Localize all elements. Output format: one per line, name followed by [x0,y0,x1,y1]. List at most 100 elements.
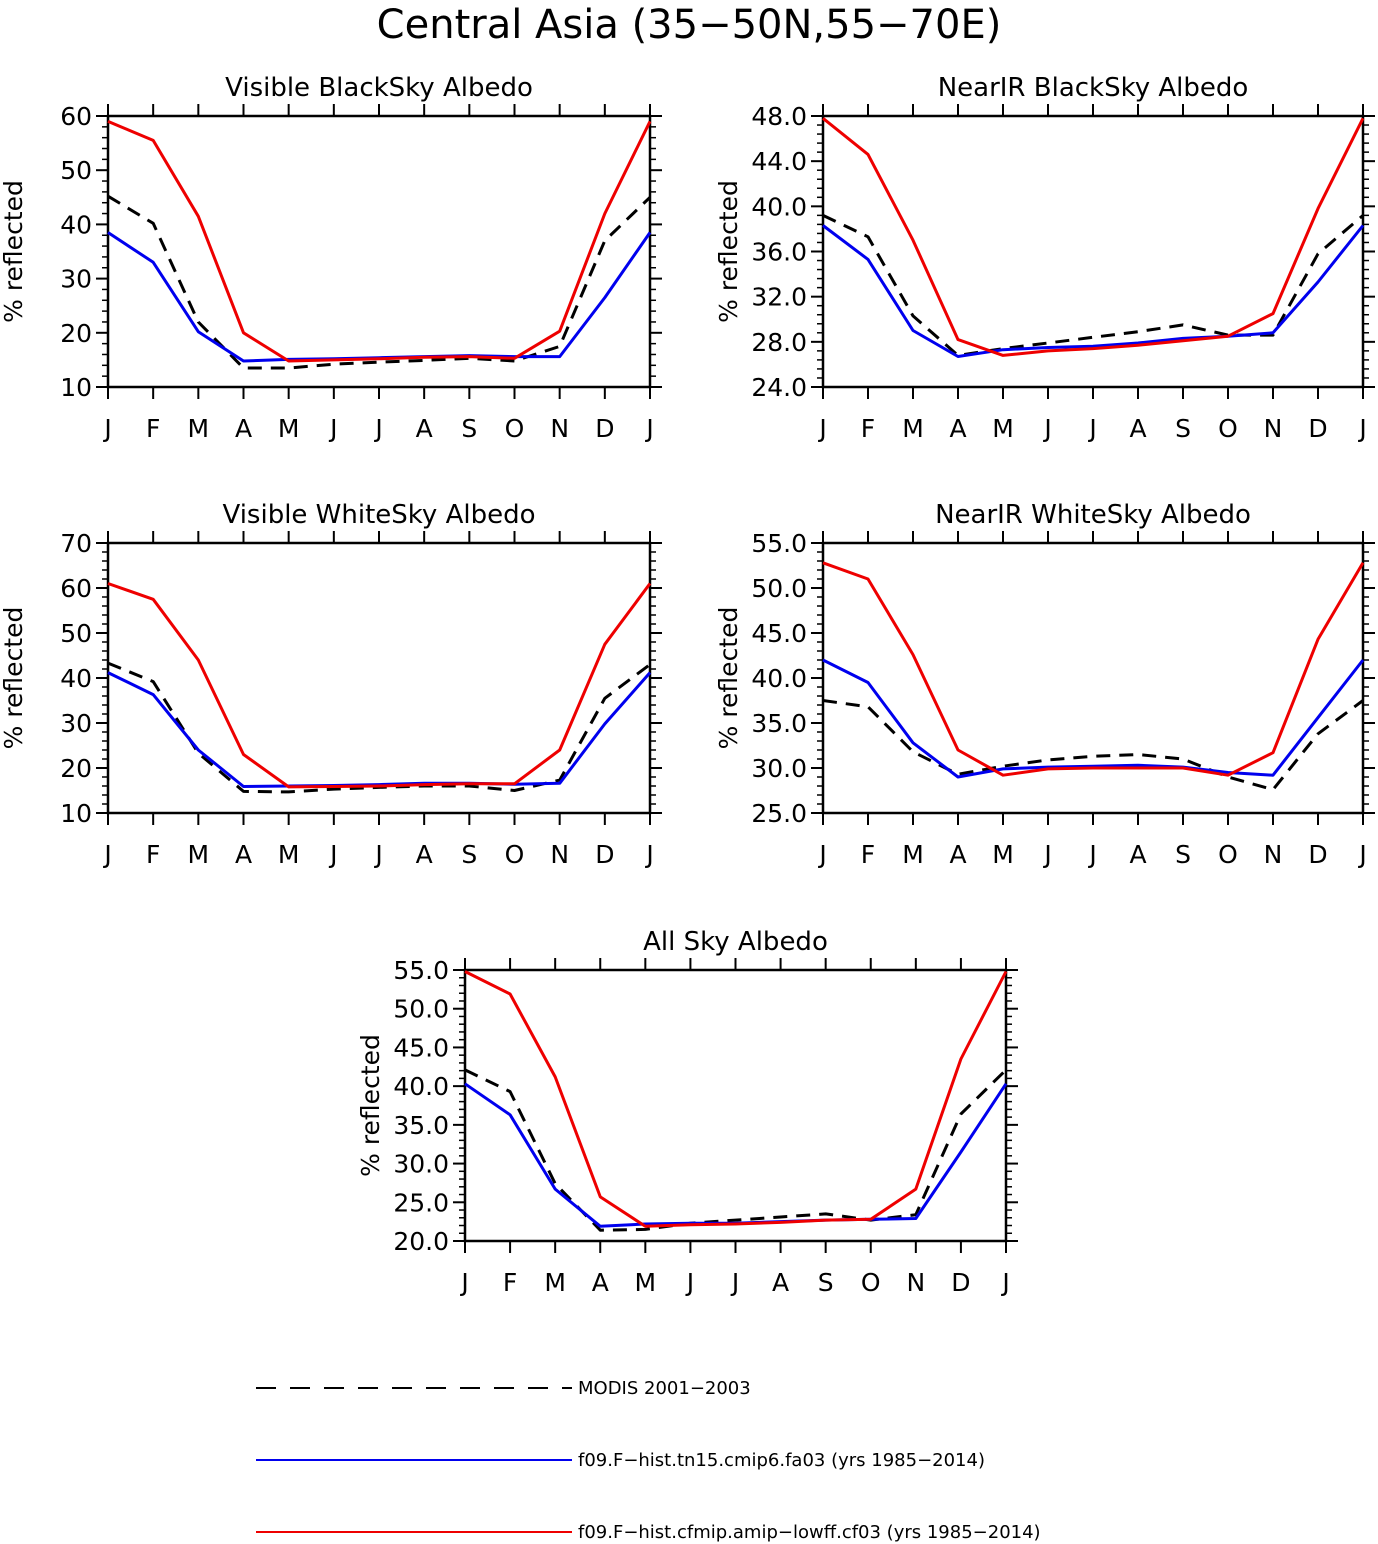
y-tick-label: 60 [60,102,92,131]
x-tick-label: F [861,840,875,869]
x-tick-label: A [949,840,966,869]
panel-title: Visible WhiteSky Albedo [222,500,535,530]
y-axis-label: % reflected [0,180,28,323]
x-tick-label: J [1087,414,1096,443]
panel-title: NearIR BlackSky Albedo [938,73,1249,103]
x-tick-label: O [1218,840,1238,869]
y-tick-label: 20 [60,319,92,348]
x-tick-label: M [544,1268,566,1297]
x-tick-label: S [1175,414,1191,443]
x-tick-label: A [1129,840,1146,869]
x-tick-label: A [235,414,252,443]
chart-panels: Visible BlackSky Albedo % reflected 10 20 30… [0,73,1375,1297]
x-tick-label: M [278,414,300,443]
x-tick-label: F [146,840,160,869]
x-tick-label: O [505,840,525,869]
y-tick-label: 50.0 [751,574,807,603]
series-line-cf03 [464,970,1008,1228]
x-tick-label: J [102,414,111,443]
x-tick-label: S [818,1268,834,1297]
legend-label: MODIS 2001−2003 [578,1378,751,1399]
y-tick-label: 55.0 [393,956,449,985]
x-tick-label: A [235,840,252,869]
legend-label: f09.F−hist.tn15.cmip6.fa03 (yrs 1985−201… [578,1450,985,1471]
y-tick-label: 40 [60,664,92,693]
x-tick-label: S [461,414,477,443]
x-tick-label: N [550,840,569,869]
y-tick-label: 55.0 [751,529,807,558]
x-tick-label: N [550,414,569,443]
series-line-fa03 [822,658,1365,779]
y-tick-label: 60 [60,574,92,603]
series-line-modis [464,1068,1008,1232]
chart-panel: NearIR WhiteSky Albedo % reflected 25.0 30.… [714,500,1375,869]
x-tick-label: M [278,840,300,869]
series-line-fa03 [107,231,652,363]
chart-panel: Visible BlackSky Albedo % reflected 10 20 30… [0,73,662,443]
chart-panel: NearIR BlackSky Albedo % reflected 24.0 28.… [714,73,1375,443]
y-tick-label: 30 [60,265,92,294]
panel-title: Visible BlackSky Albedo [225,73,533,103]
y-tick-label: 40 [60,210,92,239]
y-tick-label: 20 [60,754,92,783]
y-tick-label: 45.0 [751,619,807,648]
x-tick-label: M [635,1268,657,1297]
y-tick-label: 50 [60,619,92,648]
x-tick-label: J [1000,1268,1009,1297]
y-tick-label: 10 [60,373,92,402]
x-tick-label: A [416,840,433,869]
y-tick-label: 40.0 [751,192,807,221]
y-tick-label: 35.0 [751,709,807,738]
plot-frame [821,541,1365,815]
y-tick-label: 36.0 [751,238,807,267]
y-tick-label: 20.0 [393,1227,449,1256]
y-tick-label: 30 [60,709,92,738]
x-tick-label: D [595,414,614,443]
series-line-cf03 [107,120,652,363]
x-tick-label: D [951,1268,970,1297]
x-tick-label: J [730,1268,739,1297]
x-tick-label: F [861,414,875,443]
x-tick-label: D [1308,840,1327,869]
x-tick-label: F [503,1268,517,1297]
x-tick-label: J [817,840,826,869]
legend-item: f09.F−hist.tn15.cmip6.fa03 (yrs 1985−201… [256,1450,985,1471]
x-tick-label: M [902,840,924,869]
x-tick-label: O [861,1268,881,1297]
y-tick-label: 40.0 [393,1072,449,1101]
y-tick-label: 28.0 [751,328,807,357]
series-line-modis [822,699,1364,792]
x-tick-label: J [459,1268,468,1297]
y-axis-label: % reflected [356,1034,385,1177]
y-tick-label: 50 [60,156,92,185]
x-tick-label: J [328,840,337,869]
x-tick-label: A [1129,414,1146,443]
x-tick-label: J [328,414,337,443]
y-tick-label: 25.0 [751,799,807,828]
x-tick-label: N [1264,840,1283,869]
y-tick-label: 10 [60,799,92,828]
series-line-cf03 [107,582,652,789]
x-tick-label: M [902,414,924,443]
x-tick-label: J [1357,414,1366,443]
y-tick-label: 32.0 [751,283,807,312]
y-axis-label: % reflected [0,607,28,750]
x-tick-label: A [949,414,966,443]
series-line-fa03 [822,224,1365,358]
series-line-modis [822,214,1364,357]
series-line-modis [107,194,652,370]
x-tick-label: M [992,414,1014,443]
x-tick-label: J [817,414,826,443]
legend-label: f09.F−hist.cfmip.amip−lowff.cf03 (yrs 19… [578,1522,1041,1543]
x-tick-label: J [685,1268,694,1297]
y-tick-label: 30.0 [393,1150,449,1179]
chart-panel: All Sky Albedo % reflected 20.0 25.0 30.0 35.… [356,927,1018,1297]
x-tick-label: J [102,840,111,869]
x-tick-label: N [1264,414,1283,443]
series-line-fa03 [464,1082,1008,1228]
x-tick-label: S [461,840,477,869]
x-tick-label: S [1175,840,1191,869]
x-tick-label: J [1357,840,1366,869]
x-tick-label: J [1042,414,1051,443]
